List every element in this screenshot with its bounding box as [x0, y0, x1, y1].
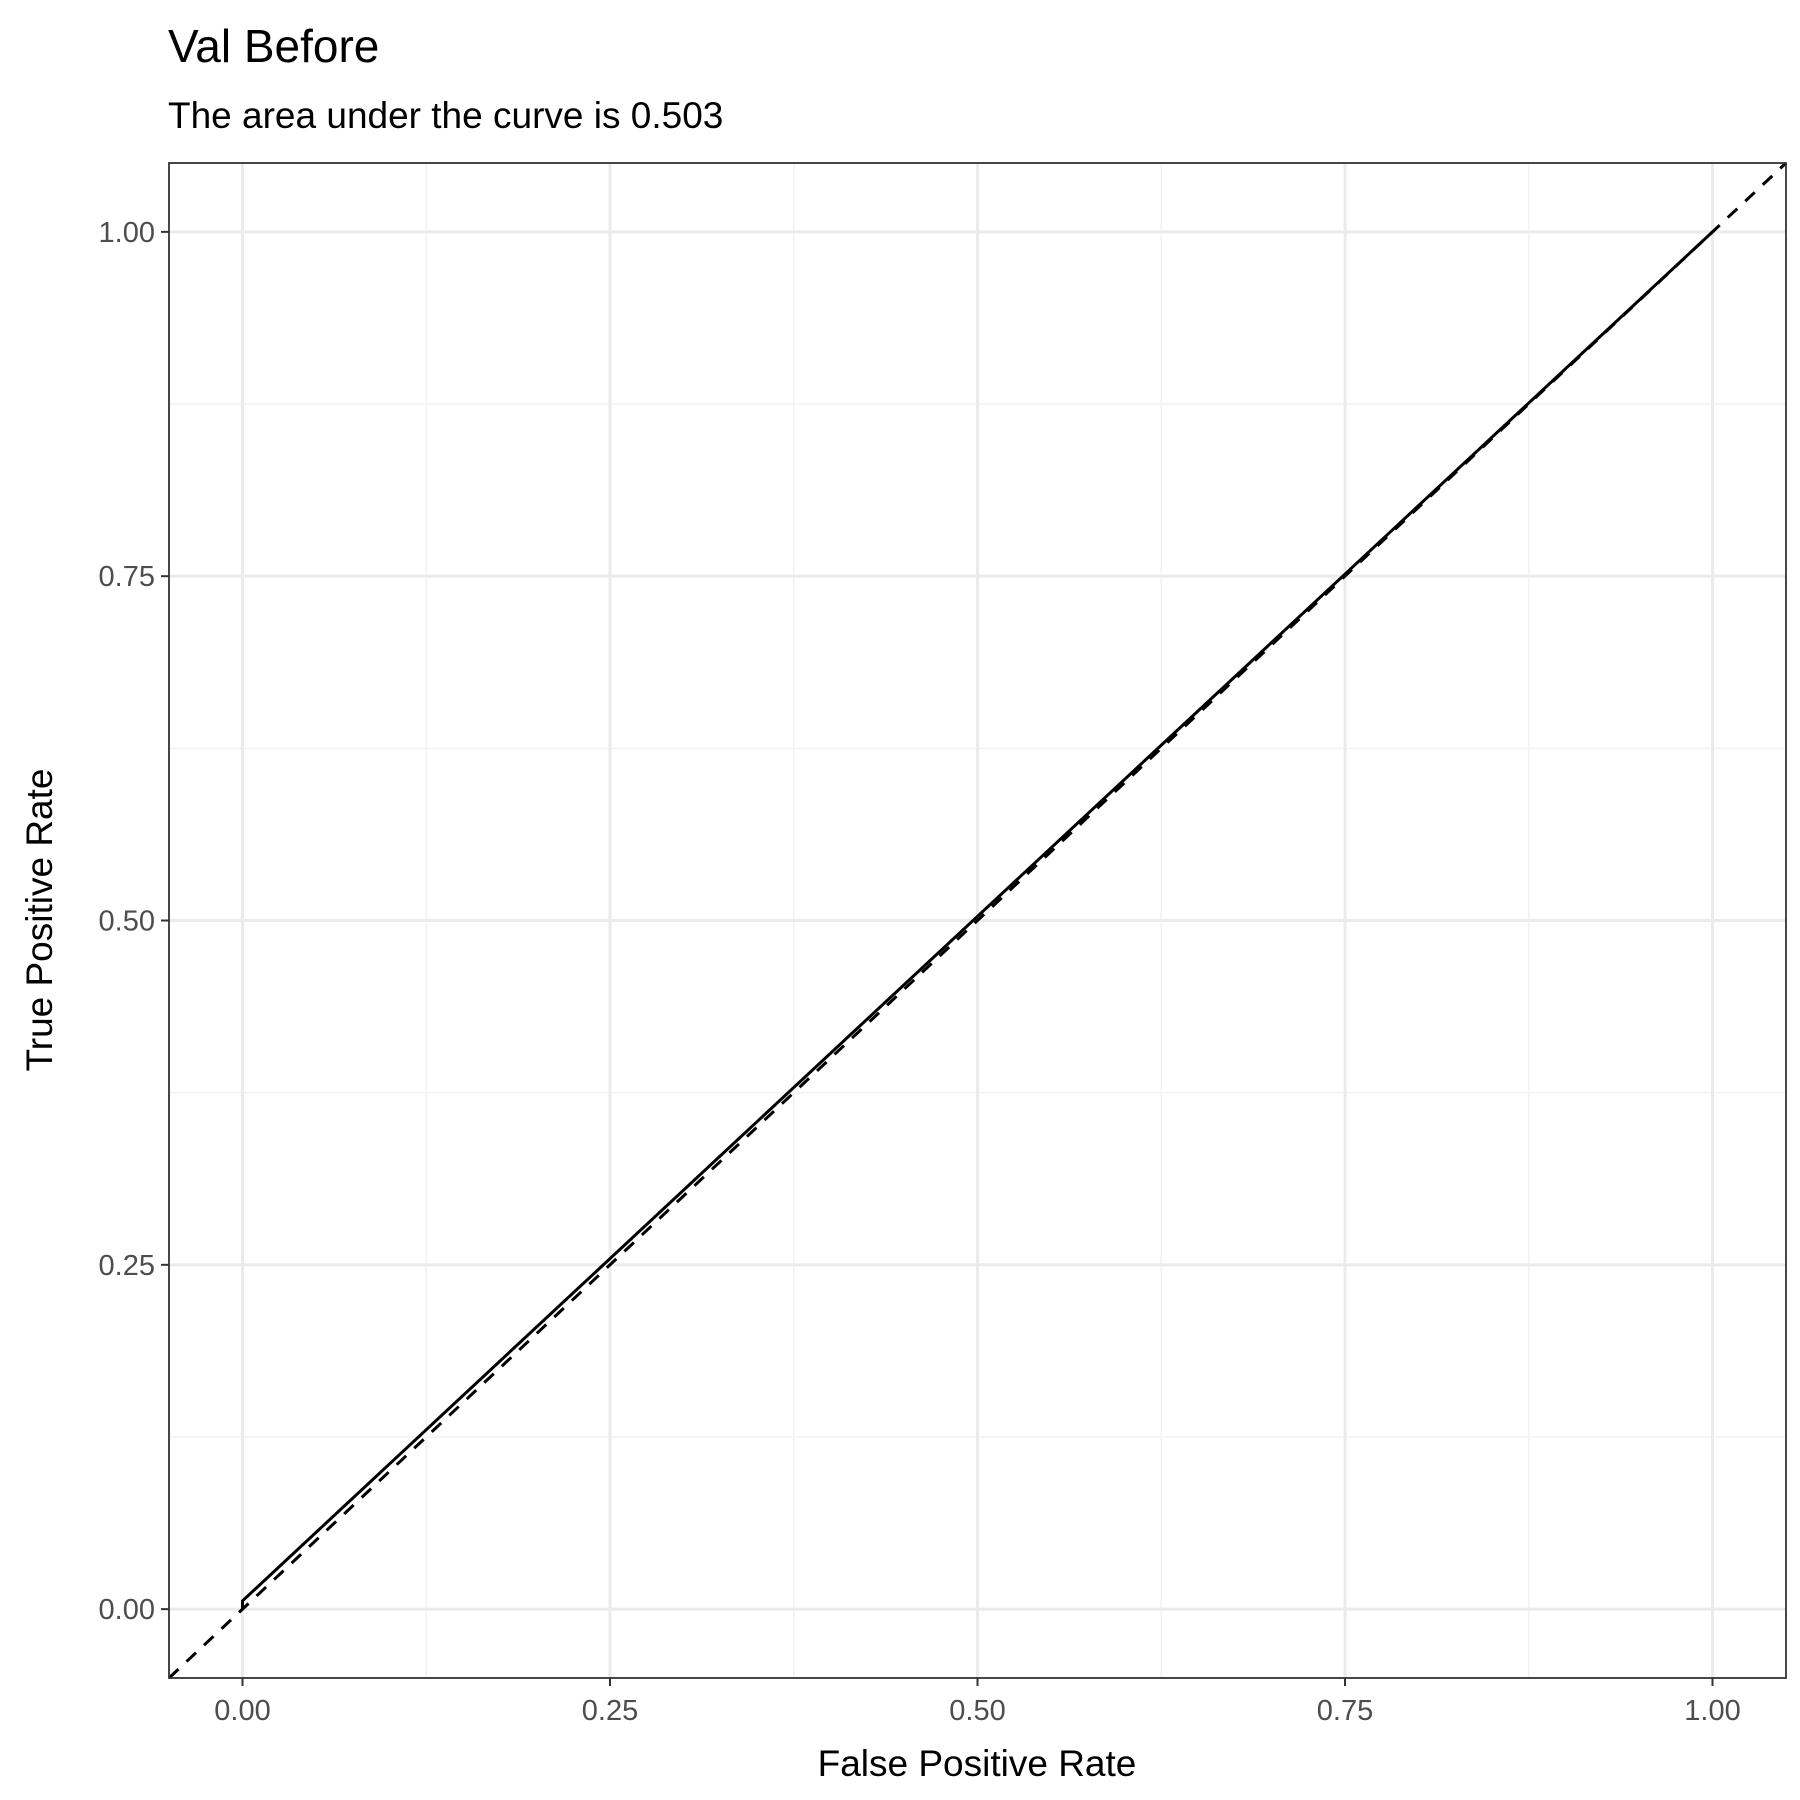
y-tick-label: 0.75 — [99, 561, 155, 593]
x-tick-label: 0.25 — [582, 1695, 638, 1727]
x-tick-label: 0.50 — [949, 1695, 1005, 1727]
y-tick-label: 0.50 — [99, 906, 155, 938]
series-layer — [167, 161, 1788, 1680]
y-axis-title: True Positive Rate — [19, 769, 60, 1072]
x-tick-label: 1.00 — [1684, 1695, 1740, 1727]
grid — [169, 163, 1786, 1678]
y-tick-label: 0.00 — [99, 1594, 155, 1626]
y-tick-label: 0.25 — [99, 1250, 155, 1282]
x-tick-label: 0.75 — [1317, 1695, 1373, 1727]
roc-curve-line — [241, 230, 1714, 1610]
x-tick-label: 0.00 — [214, 1695, 270, 1727]
chart-title: Val Before — [168, 20, 379, 72]
y-tick-label: 1.00 — [99, 217, 155, 249]
reference-diagonal-line — [167, 161, 1788, 1680]
x-axis-title: False Positive Rate — [818, 1743, 1137, 1784]
axes: 0.00 0.25 0.50 0.75 1.00 0.00 0.25 0.50 0.75 1.00 — [99, 217, 1741, 1727]
chart-subtitle: The area under the curve is 0.503 — [168, 95, 723, 136]
